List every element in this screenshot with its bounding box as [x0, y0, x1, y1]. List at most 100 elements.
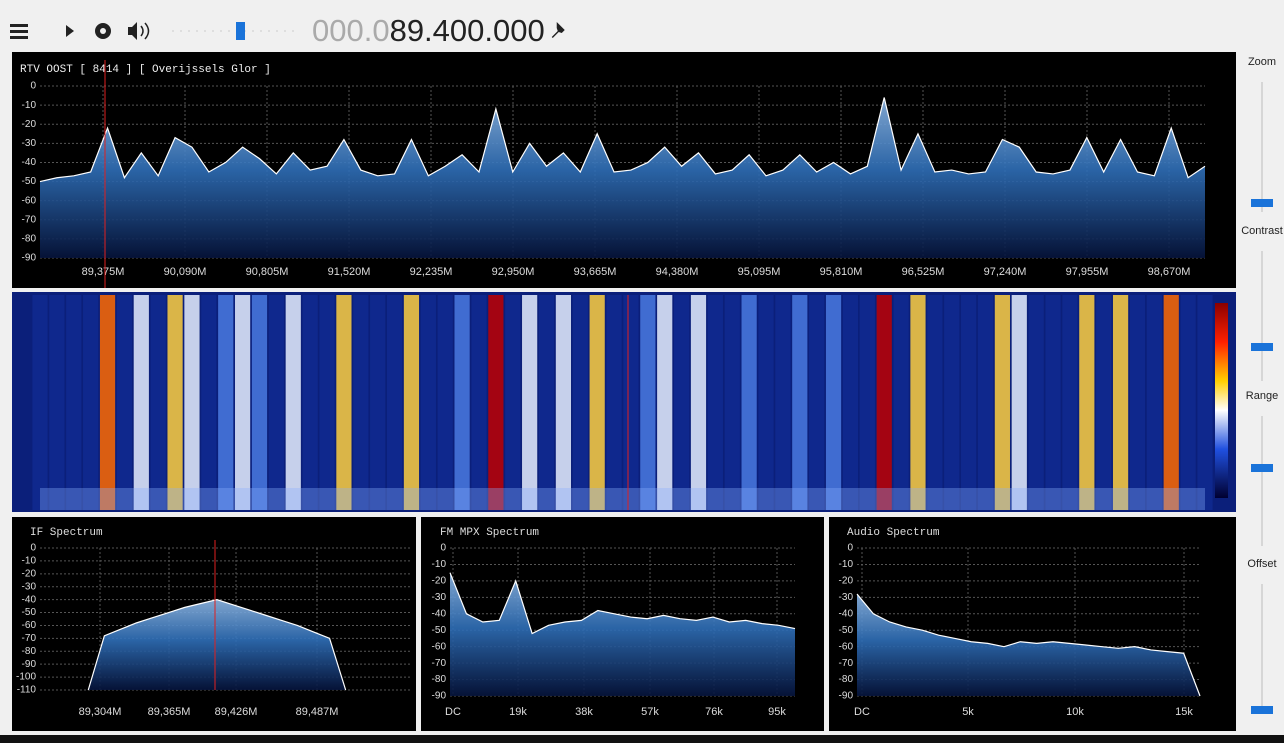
control-label: Offset — [1247, 558, 1276, 570]
y-tick-label: -90 — [839, 691, 854, 702]
y-tick-label: -60 — [22, 620, 37, 631]
waterfall-column — [910, 295, 925, 510]
y-tick-label: -70 — [22, 633, 37, 644]
y-tick-label: -80 — [432, 674, 447, 685]
frequency-prefix[interactable]: 000.0 — [312, 13, 390, 48]
y-tick-label: -40 — [22, 594, 37, 605]
waterfall-column — [978, 295, 993, 510]
waterfall-column — [235, 295, 250, 510]
waterfall-column — [387, 295, 402, 510]
control-label: Contrast — [1241, 225, 1283, 237]
waterfall-column — [843, 295, 858, 510]
waterfall-column — [421, 295, 436, 510]
waterfall-column — [944, 295, 959, 510]
x-tick-label: 76k — [705, 706, 723, 718]
y-tick-label: 0 — [30, 543, 36, 554]
x-tick-label: 94,380M — [656, 266, 699, 278]
waterfall-column — [1197, 295, 1212, 510]
waterfall-column — [674, 295, 689, 510]
waterfall-column — [860, 295, 875, 510]
waterfall-column — [623, 295, 638, 510]
waterfall-column — [573, 295, 588, 510]
frequency[interactable]: 89.400.000 — [390, 13, 545, 48]
slider-thumb[interactable] — [1251, 464, 1273, 472]
waterfall-column — [336, 295, 351, 510]
x-tick-label: 90,090M — [164, 266, 207, 278]
waterfall-column — [252, 295, 267, 510]
waterfall-column — [995, 295, 1010, 510]
y-tick-label: -20 — [22, 119, 37, 130]
waterfall-column — [66, 295, 81, 510]
y-tick-label: -60 — [22, 195, 37, 206]
waterfall-column — [117, 295, 132, 510]
y-tick-label: -100 — [16, 672, 36, 683]
station-header: RTV OOST [ 8414 ] [ Overijssels Glor ] — [20, 64, 271, 76]
y-tick-label: -70 — [432, 658, 447, 669]
y-tick-label: -50 — [22, 176, 37, 187]
waterfall-column — [455, 295, 470, 510]
waterfall-column — [1147, 295, 1162, 510]
waterfall-column — [319, 295, 334, 510]
y-tick-label: -90 — [22, 253, 37, 264]
x-tick-label: 95,810M — [820, 266, 863, 278]
mpx-title: FM MPX Spectrum — [440, 527, 539, 539]
x-tick-label: 91,520M — [328, 266, 371, 278]
y-tick-label: -80 — [839, 674, 854, 685]
waterfall-column — [742, 295, 757, 510]
y-tick-label: -60 — [432, 641, 447, 652]
y-tick-label: -30 — [22, 581, 37, 592]
waterfall-column — [370, 295, 385, 510]
y-tick-label: -80 — [22, 646, 37, 657]
waterfall-column — [49, 295, 64, 510]
x-tick-label: 89,487M — [296, 706, 339, 718]
waterfall-column — [792, 295, 807, 510]
x-tick-label: 92,950M — [492, 266, 535, 278]
slider-thumb[interactable] — [1251, 343, 1273, 351]
settings-button[interactable] — [95, 23, 111, 39]
waterfall-column — [218, 295, 233, 510]
y-tick-label: 0 — [847, 543, 853, 554]
slider-thumb[interactable] — [1251, 199, 1273, 207]
x-tick-label: 98,670M — [1148, 266, 1191, 278]
waterfall-column — [167, 295, 182, 510]
y-tick-label: 0 — [30, 81, 36, 92]
y-tick-label: -20 — [432, 576, 447, 587]
waterfall-column — [1045, 295, 1060, 510]
waterfall-column — [201, 295, 216, 510]
y-tick-label: -50 — [839, 625, 854, 636]
waterfall-column — [184, 295, 199, 510]
x-tick-label: 38k — [575, 706, 593, 718]
y-tick-label: -10 — [22, 556, 37, 567]
y-tick-label: -70 — [839, 658, 854, 669]
waterfall-column — [758, 295, 773, 510]
y-tick-label: -80 — [22, 234, 37, 245]
waterfall-column — [83, 295, 98, 510]
waterfall-column — [657, 295, 672, 510]
slider-thumb[interactable] — [1251, 706, 1273, 714]
x-tick-label: 95k — [768, 706, 786, 718]
x-tick-label: 95,095M — [738, 266, 781, 278]
waterfall-column — [1012, 295, 1027, 510]
waterfall-column — [1096, 295, 1111, 510]
waterfall-column — [522, 295, 537, 510]
waterfall-column — [708, 295, 723, 510]
x-tick-label: 5k — [962, 706, 974, 718]
menu-button[interactable] — [10, 24, 28, 39]
y-tick-label: 0 — [440, 543, 446, 554]
audio-title: Audio Spectrum — [847, 527, 940, 539]
waterfall-column — [286, 295, 301, 510]
waterfall-column — [877, 295, 892, 510]
waterfall-column — [893, 295, 908, 510]
waterfall-column — [1181, 295, 1196, 510]
x-tick-label: 97,955M — [1066, 266, 1109, 278]
waterfall-column — [471, 295, 486, 510]
waterfall-column — [134, 295, 149, 510]
y-tick-label: -30 — [839, 592, 854, 603]
waterfall-column — [100, 295, 115, 510]
x-tick-label: 89,426M — [215, 706, 258, 718]
y-tick-label: -30 — [432, 592, 447, 603]
waterfall-column — [606, 295, 621, 510]
waterfall-column — [1164, 295, 1179, 510]
y-tick-label: -50 — [432, 625, 447, 636]
x-tick-label: 96,525M — [902, 266, 945, 278]
